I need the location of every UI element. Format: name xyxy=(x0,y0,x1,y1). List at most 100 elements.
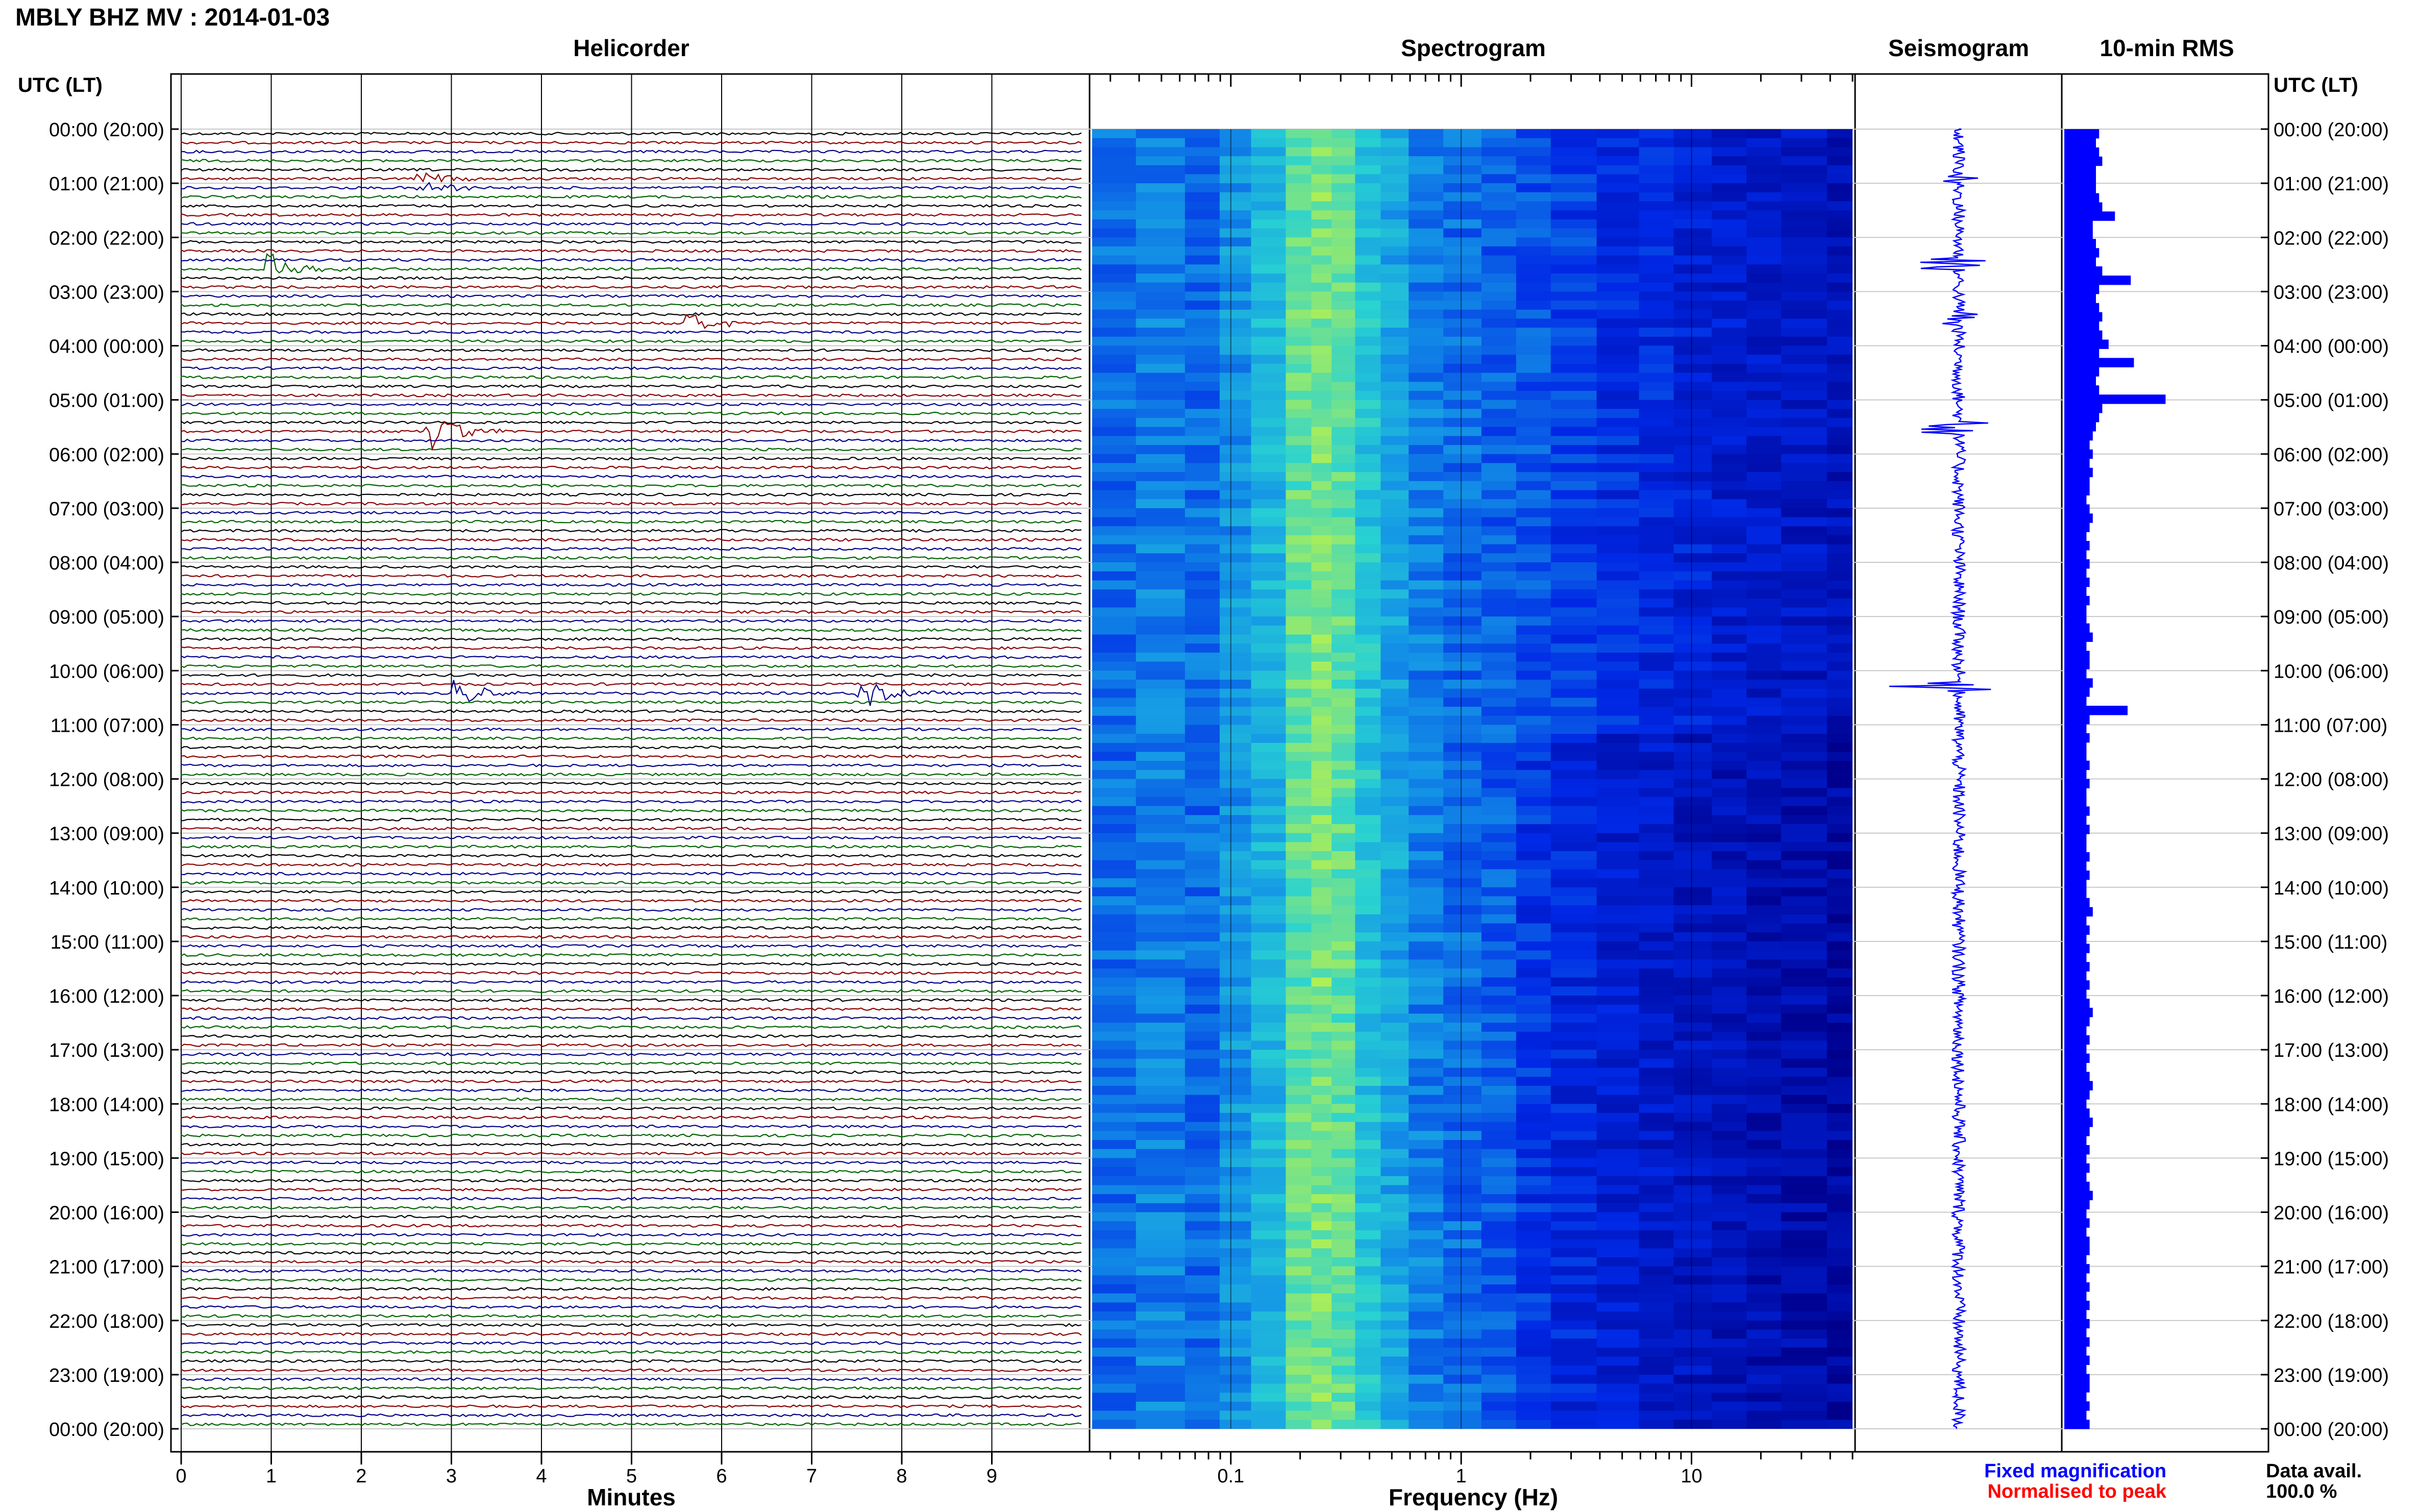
spectrogram-cell xyxy=(1826,1112,1853,1123)
spectrogram-cell xyxy=(1781,138,1828,147)
spectrogram-cell xyxy=(1219,1004,1252,1014)
spectrogram-cell xyxy=(1251,932,1286,942)
spectrogram-cell xyxy=(1092,1239,1137,1249)
spectrogram-cell xyxy=(1092,679,1137,689)
spectrogram-cell xyxy=(1136,842,1186,852)
spectrogram-cell xyxy=(1311,571,1332,581)
spectrogram-cell xyxy=(1481,616,1517,626)
spectrogram-cell xyxy=(1443,201,1482,211)
helicorder-trace xyxy=(180,853,1082,858)
spectrogram-cell xyxy=(1311,165,1332,175)
spectrogram-cell xyxy=(1092,878,1137,888)
spectrogram-cell xyxy=(1219,797,1252,807)
spectrogram-cell xyxy=(1781,1230,1828,1240)
spectrogram-cell xyxy=(1409,445,1444,455)
spectrogram-cell xyxy=(1746,264,1782,274)
spectrogram-cell xyxy=(1331,472,1355,482)
spectrogram-cell xyxy=(1219,625,1252,635)
spectrogram-cell xyxy=(1596,1085,1640,1096)
helicorder-trace xyxy=(180,835,1082,840)
spectrogram-cell xyxy=(1673,779,1712,788)
spectrogram-cell xyxy=(1826,345,1853,355)
spectrogram-cell xyxy=(1673,742,1712,753)
spectrogram-cell xyxy=(1712,1356,1747,1366)
spectrogram-cell xyxy=(1251,201,1286,211)
spectrogram-cell xyxy=(1219,282,1252,292)
spectrogram-cell xyxy=(1311,1050,1332,1059)
spectrogram-cell xyxy=(1712,1329,1747,1339)
spectrogram-cell xyxy=(1331,1239,1355,1249)
spectrogram-cell xyxy=(1443,1023,1482,1032)
spectrogram-cell xyxy=(1355,318,1381,328)
spectrogram-cell xyxy=(1550,129,1597,139)
spectrogram-cell xyxy=(1380,1257,1409,1267)
spectrogram-cell xyxy=(1596,616,1640,626)
spectrogram-cell xyxy=(1481,237,1517,247)
spectrogram-cell xyxy=(1311,1031,1332,1042)
spectrogram-cell xyxy=(1596,156,1640,166)
spectrogram-cell xyxy=(1184,1149,1220,1158)
spectrogram-cell xyxy=(1712,1320,1747,1330)
spectrogram-cell xyxy=(1673,291,1712,301)
spectrogram-cell xyxy=(1826,1230,1853,1240)
spectrogram-cell xyxy=(1481,138,1517,147)
spectrogram-cell xyxy=(1286,806,1312,815)
spectrogram-cell xyxy=(1311,1176,1332,1186)
spectrogram-cell xyxy=(1219,1311,1252,1321)
spectrogram-cell xyxy=(1331,1122,1355,1131)
spectrogram-cell xyxy=(1781,752,1828,761)
spectrogram-cell xyxy=(1596,246,1640,256)
rms-bar xyxy=(2064,898,2090,908)
spectrogram-cell xyxy=(1286,1329,1312,1339)
spectrogram-cell xyxy=(1331,707,1355,716)
spectrogram-cell xyxy=(1184,481,1220,491)
spectrogram-cell xyxy=(1781,851,1828,861)
spectrogram-cell xyxy=(1251,1104,1286,1113)
spectrogram-cell xyxy=(1355,1410,1381,1420)
spectrogram-cell xyxy=(1712,499,1747,509)
spectrogram-cell xyxy=(1092,373,1137,382)
spectrogram-cell xyxy=(1712,1410,1747,1420)
spectrogram-cell xyxy=(1251,688,1286,698)
spectrogram-cell xyxy=(1331,544,1355,554)
spectrogram-cell xyxy=(1516,688,1551,698)
spectrogram-cell xyxy=(1355,1366,1381,1375)
spectrogram-cell xyxy=(1673,499,1712,509)
time-tick-label-right: 20:00 (16:00) xyxy=(2274,1203,2389,1224)
spectrogram-cell xyxy=(1136,1393,1186,1402)
helicorder-trace xyxy=(180,1106,1082,1110)
spectrogram-cell xyxy=(1596,977,1640,987)
spectrogram-cell xyxy=(1311,905,1332,915)
spectrogram-cell xyxy=(1355,219,1381,229)
spectrogram-cell xyxy=(1781,842,1828,852)
rms-bar xyxy=(2064,999,2090,1008)
spectrogram-cell xyxy=(1596,932,1640,942)
spectrogram-cell xyxy=(1639,1176,1674,1186)
spectrogram-cell xyxy=(1443,1004,1482,1014)
spectrogram-cell xyxy=(1380,1140,1409,1150)
spectrogram-cell xyxy=(1355,1176,1381,1186)
spectrogram-cell xyxy=(1311,562,1332,572)
spectrogram-cell xyxy=(1251,986,1286,996)
rms-bar xyxy=(2064,1163,2090,1173)
spectrogram-cell xyxy=(1409,1185,1444,1195)
rms-bar xyxy=(2064,477,2090,486)
spectrogram-cell xyxy=(1550,986,1597,996)
spectrogram-cell xyxy=(1673,427,1712,436)
spectrogram-cell xyxy=(1331,788,1355,798)
spectrogram-cell xyxy=(1781,1104,1828,1113)
spectrogram-cell xyxy=(1746,1420,1782,1429)
spectrogram-cell xyxy=(1481,869,1517,879)
spectrogram-cell xyxy=(1409,147,1444,157)
spectrogram-cell xyxy=(1184,1266,1220,1276)
spectrogram-cell xyxy=(1516,535,1551,545)
spectrogram-cell xyxy=(1596,707,1640,716)
spectrogram-cell xyxy=(1596,1366,1640,1375)
spectrogram-cell xyxy=(1596,165,1640,175)
spectrogram-cell xyxy=(1639,355,1674,364)
spectrogram-cell xyxy=(1550,607,1597,617)
spectrogram-cell xyxy=(1712,1185,1747,1195)
spectrogram-cell xyxy=(1286,742,1312,753)
spectrogram-cell xyxy=(1596,815,1640,825)
spectrogram-cell xyxy=(1136,1140,1186,1150)
